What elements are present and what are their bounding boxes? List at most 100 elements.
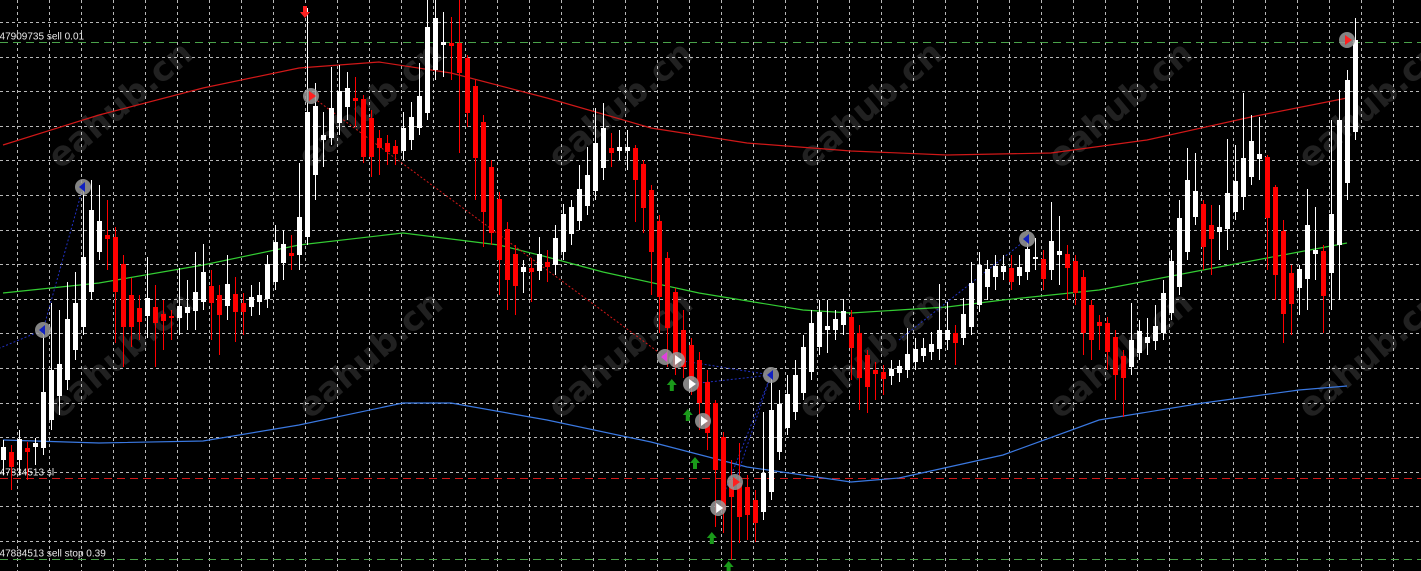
candle-body: [1281, 231, 1286, 314]
candle-body: [953, 333, 958, 343]
candle-body: [185, 307, 190, 313]
candle-body: [761, 473, 766, 512]
candle-body: [681, 330, 686, 367]
candle-body: [529, 268, 534, 272]
bear-candle: [121, 255, 126, 367]
bear-candle: [881, 365, 886, 395]
candle-body: [1321, 251, 1326, 296]
bull-candle: [793, 360, 798, 420]
bull-candle: [33, 438, 38, 465]
candle-body: [705, 382, 710, 433]
bull-candle: [601, 103, 606, 180]
arrow-up-icon: [723, 561, 734, 571]
trade-connector-line: [0, 329, 44, 349]
bear-candle: [1321, 245, 1326, 333]
bull-candle: [281, 230, 286, 280]
bull-candle: [537, 237, 542, 280]
bull-candle: [1305, 189, 1310, 310]
candle-body: [193, 292, 198, 311]
bull-candle: [1017, 255, 1022, 285]
candle-body: [1121, 356, 1126, 378]
bear-candle: [1121, 350, 1126, 417]
bear-candle: [649, 185, 654, 295]
bull-candle: [257, 282, 262, 315]
bear-candle: [1289, 265, 1294, 335]
candle-body: [17, 439, 22, 460]
candle-body: [257, 295, 262, 302]
bull-candle: [401, 112, 406, 160]
candle-body: [1273, 187, 1278, 275]
candle-body: [793, 375, 798, 412]
candle-body: [545, 262, 550, 267]
bull-candle: [433, 0, 438, 80]
bear-candle: [377, 130, 382, 175]
bear-candle: [657, 215, 662, 333]
arrow-right-icon: [1345, 35, 1352, 45]
candle-body: [1033, 257, 1038, 259]
bull-candle: [569, 200, 574, 245]
candle-body: [249, 297, 254, 307]
candle-body: [265, 264, 270, 299]
bear-candle: [1273, 185, 1278, 300]
trade-marker: [75, 179, 91, 195]
bull-candle: [769, 373, 774, 500]
moving-average-line: [2, 61, 1348, 156]
bear-candle: [289, 235, 294, 270]
bull-candle: [521, 260, 526, 293]
bear-candle: [233, 277, 238, 342]
bear-candle: [545, 250, 550, 282]
candle-body: [785, 394, 790, 428]
bear-candle: [1209, 205, 1214, 275]
arrow-right-icon: [309, 91, 316, 101]
order-level-label: 847834513 sell stop 0.39: [0, 549, 106, 560]
bull-candle: [785, 375, 790, 435]
candle-body: [137, 308, 142, 322]
candle-body: [433, 18, 438, 70]
candle-body: [849, 317, 854, 348]
candle-body: [441, 42, 446, 45]
candle-body: [313, 106, 318, 175]
bear-candle: [705, 370, 710, 450]
bull-candle: [1057, 216, 1062, 285]
candle-body: [993, 266, 998, 277]
candle-body: [25, 448, 30, 452]
candle-body: [449, 43, 454, 46]
bull-candle: [417, 63, 422, 135]
arrow-up-icon: [690, 457, 700, 469]
bear-candle: [1081, 270, 1086, 355]
candle-body: [465, 58, 470, 113]
bear-candle: [609, 133, 614, 167]
candle-body: [1113, 337, 1118, 375]
bear-candle: [489, 160, 494, 245]
bull-candle: [305, 8, 310, 245]
bull-candle: [17, 430, 22, 475]
bull-candle: [265, 255, 270, 308]
candle-body: [1297, 269, 1302, 288]
arrow-up-icon: [666, 379, 677, 391]
candle-body: [617, 147, 622, 151]
candle-body: [65, 319, 70, 380]
bear-candle: [393, 140, 398, 165]
trade-marker: [35, 322, 51, 338]
candle-body: [945, 330, 950, 340]
bull-candle: [193, 252, 198, 330]
candle-body: [697, 360, 702, 403]
arrow-left-icon: [767, 370, 773, 380]
candle-body: [1249, 141, 1254, 177]
candle-body: [1337, 120, 1342, 245]
bear-candle: [753, 490, 758, 542]
bull-candle: [561, 204, 566, 260]
candle-body: [161, 314, 166, 321]
candle-body: [1289, 273, 1294, 304]
candle-body: [961, 314, 966, 338]
candle-body: [369, 118, 374, 157]
candle-body: [537, 254, 542, 271]
candle-body: [1137, 331, 1142, 353]
candle-body: [1201, 204, 1206, 247]
candle-body: [1089, 305, 1094, 340]
bear-candle: [9, 445, 14, 490]
candle-body: [753, 500, 758, 523]
candle-body: [513, 254, 518, 286]
